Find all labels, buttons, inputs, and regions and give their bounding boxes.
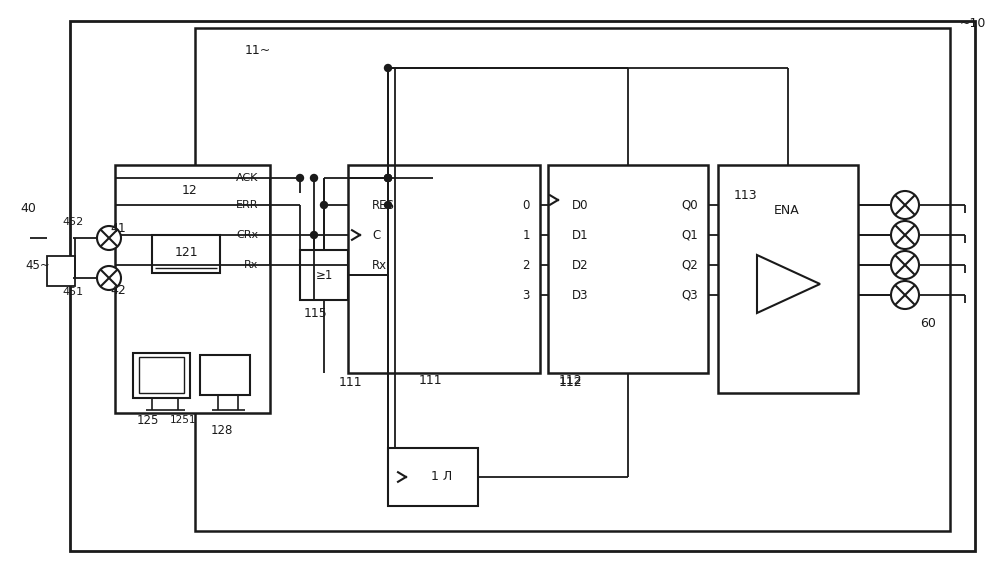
Circle shape bbox=[891, 221, 919, 249]
Text: Q3: Q3 bbox=[681, 289, 698, 302]
Circle shape bbox=[311, 174, 318, 182]
Text: 1251: 1251 bbox=[170, 415, 196, 425]
Text: CRx: CRx bbox=[236, 230, 258, 240]
Bar bbox=[139, 357, 184, 393]
Text: 111: 111 bbox=[338, 377, 362, 390]
Text: 111: 111 bbox=[418, 374, 442, 387]
Circle shape bbox=[891, 251, 919, 279]
Text: 2: 2 bbox=[522, 258, 530, 272]
Bar bbox=[300, 250, 348, 300]
Text: 1 Л: 1 Л bbox=[431, 470, 453, 483]
Text: 128: 128 bbox=[211, 424, 233, 436]
Bar bbox=[115, 165, 270, 413]
Text: Rx: Rx bbox=[244, 260, 258, 270]
Text: ≥1: ≥1 bbox=[315, 269, 333, 282]
Bar bbox=[548, 165, 708, 373]
Text: D2: D2 bbox=[572, 258, 589, 272]
Text: 113: 113 bbox=[733, 189, 757, 202]
Text: Rx: Rx bbox=[372, 258, 387, 272]
Text: 42: 42 bbox=[110, 283, 126, 296]
Text: 41: 41 bbox=[110, 222, 126, 235]
Circle shape bbox=[891, 281, 919, 309]
Text: 1: 1 bbox=[522, 228, 530, 241]
Circle shape bbox=[384, 174, 392, 182]
Text: 452: 452 bbox=[62, 217, 84, 227]
Text: 3: 3 bbox=[523, 289, 530, 302]
Text: Q1: Q1 bbox=[681, 228, 698, 241]
Circle shape bbox=[891, 191, 919, 219]
Circle shape bbox=[297, 174, 304, 182]
Bar bbox=[718, 165, 858, 393]
Text: D3: D3 bbox=[572, 289, 588, 302]
Polygon shape bbox=[757, 255, 820, 313]
Circle shape bbox=[321, 202, 328, 208]
Circle shape bbox=[97, 266, 121, 290]
Text: 11~: 11~ bbox=[245, 44, 271, 56]
Text: 40: 40 bbox=[20, 202, 36, 215]
Text: D0: D0 bbox=[572, 198, 588, 211]
Text: Q0: Q0 bbox=[681, 198, 698, 211]
Text: 121: 121 bbox=[174, 245, 198, 258]
Circle shape bbox=[384, 174, 392, 182]
Text: ENA: ENA bbox=[774, 203, 800, 216]
Text: 60: 60 bbox=[920, 316, 936, 329]
Text: ~10: ~10 bbox=[960, 16, 986, 30]
Bar bbox=[133, 353, 190, 398]
Bar bbox=[152, 235, 220, 273]
Text: 45~: 45~ bbox=[26, 258, 50, 272]
Text: ERR: ERR bbox=[236, 200, 258, 210]
Text: 112: 112 bbox=[558, 377, 582, 390]
Circle shape bbox=[384, 65, 392, 72]
Text: D1: D1 bbox=[572, 228, 589, 241]
Text: ACK: ACK bbox=[236, 173, 258, 183]
Text: Q2: Q2 bbox=[681, 258, 698, 272]
Circle shape bbox=[384, 174, 392, 182]
Text: 12: 12 bbox=[182, 183, 198, 197]
Circle shape bbox=[384, 202, 392, 208]
Bar bbox=[47, 256, 75, 286]
Text: 125: 125 bbox=[137, 414, 159, 427]
Text: 0: 0 bbox=[523, 198, 530, 211]
Text: C: C bbox=[372, 228, 380, 241]
Bar bbox=[348, 165, 540, 373]
Bar bbox=[388, 448, 478, 506]
Bar bbox=[195, 28, 950, 531]
Bar bbox=[200, 355, 250, 395]
Circle shape bbox=[311, 232, 318, 239]
Circle shape bbox=[97, 226, 121, 250]
Text: RES: RES bbox=[372, 198, 395, 211]
Text: 112: 112 bbox=[558, 374, 582, 387]
Text: 451: 451 bbox=[62, 287, 84, 297]
Text: 115: 115 bbox=[304, 307, 328, 320]
